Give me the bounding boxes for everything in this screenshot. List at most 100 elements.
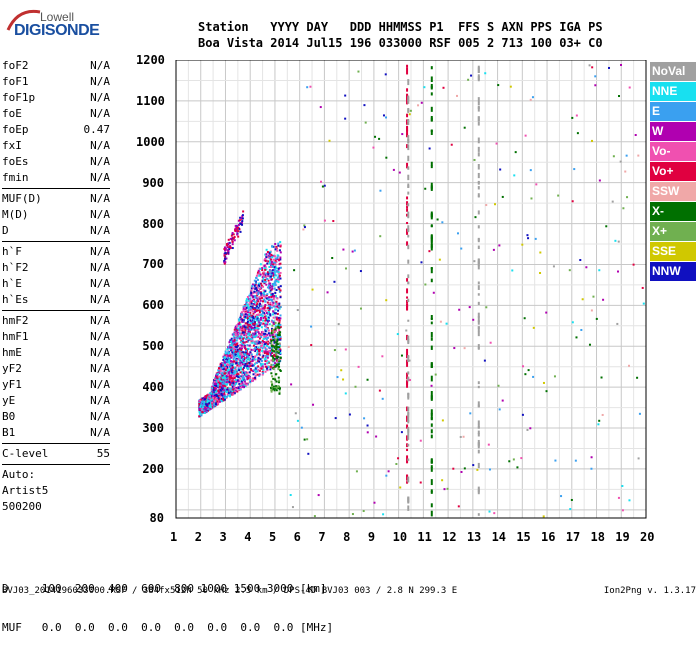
echo-point — [263, 333, 266, 336]
echo-point — [241, 214, 244, 217]
echo-point — [430, 375, 433, 382]
param-row: fmin N/A — [2, 170, 110, 186]
echo-point — [270, 372, 273, 375]
echo-point — [229, 246, 232, 249]
echo-point — [406, 205, 409, 209]
legend-item: Vo+ — [650, 162, 696, 181]
echo-point — [243, 325, 246, 328]
echo-point — [275, 350, 278, 353]
echo-point — [279, 369, 282, 372]
param-name: hmF2 — [2, 314, 29, 327]
echo-point — [258, 332, 261, 335]
echo-point — [235, 228, 238, 231]
echo-point — [254, 295, 257, 298]
echo-point — [246, 336, 249, 339]
echo-point — [328, 139, 331, 142]
echo-point — [261, 333, 264, 336]
echo-point — [261, 342, 264, 345]
echo-point — [254, 362, 257, 365]
echo-point — [266, 320, 269, 323]
echo-point — [217, 379, 220, 382]
echo-point — [406, 459, 409, 463]
echo-point — [248, 323, 251, 326]
echo-point — [237, 380, 240, 383]
echo-point — [312, 403, 315, 406]
echo-point — [245, 340, 248, 343]
echo-point — [272, 377, 275, 380]
echo-point — [231, 233, 234, 236]
echo-point — [590, 309, 593, 312]
echo-point — [450, 143, 453, 146]
echo-point — [232, 340, 235, 343]
echo-point — [300, 426, 303, 429]
echo-point — [252, 287, 255, 290]
echo-point — [406, 278, 409, 282]
echo-point — [248, 294, 251, 297]
echo-point — [271, 355, 274, 358]
echo-point — [266, 345, 269, 348]
legend: NoVal NNE E W Vo- Vo+ SSW X- X+ SSE NNW — [650, 62, 696, 282]
echo-point — [258, 272, 261, 275]
echo-point — [477, 238, 480, 241]
echo-point — [250, 294, 253, 297]
echo-point — [256, 309, 259, 312]
echo-point — [237, 226, 240, 229]
echo-point — [246, 352, 249, 355]
echo-point — [229, 346, 232, 349]
echo-point — [477, 293, 480, 296]
echo-point — [239, 386, 242, 389]
echo-point — [218, 391, 221, 394]
echo-point — [271, 270, 274, 273]
echo-point — [227, 379, 230, 382]
echo-point — [270, 332, 273, 335]
echo-point — [275, 308, 278, 311]
echo-point — [232, 377, 235, 380]
echo-point — [222, 364, 225, 367]
echo-point — [263, 335, 266, 338]
echo-point — [258, 309, 261, 312]
echo-point — [637, 457, 640, 460]
echo-point — [406, 98, 409, 105]
echo-point — [542, 515, 545, 518]
echo-point — [200, 414, 203, 417]
echo-point — [230, 381, 233, 384]
echo-point — [223, 262, 226, 265]
echo-point — [255, 310, 258, 313]
y-tick-label: 900 — [142, 175, 164, 190]
echo-point — [255, 330, 258, 333]
echo-point — [242, 386, 245, 389]
echo-point — [250, 326, 253, 329]
parameter-table: foF2 N/A foF1 N/A foF1p N/A foE N/A foEp 0.47 fxI N… — [2, 58, 110, 515]
echo-point — [255, 329, 258, 332]
legend-item: SSE — [650, 242, 696, 261]
echo-point — [484, 72, 487, 75]
echo-point — [430, 117, 433, 122]
echo-point — [264, 360, 267, 363]
echo-point — [230, 340, 233, 343]
param-value: N/A — [90, 394, 110, 407]
echo-point — [477, 180, 480, 184]
echo-point — [568, 269, 571, 272]
echo-point — [248, 331, 251, 334]
echo-point — [231, 390, 234, 393]
echo-point — [254, 350, 257, 353]
echo-point — [236, 344, 239, 347]
echo-point — [270, 278, 273, 281]
echo-point — [228, 341, 231, 344]
echo-point — [271, 265, 274, 268]
echo-point — [398, 171, 401, 174]
echo-point — [263, 306, 266, 309]
x-tick-label: 9 — [367, 530, 376, 544]
echo-point — [407, 339, 410, 345]
echo-point — [434, 373, 437, 376]
echo-point — [221, 397, 224, 400]
echo-point — [542, 381, 545, 384]
echo-point — [239, 361, 242, 364]
echo-point — [278, 305, 281, 308]
echo-point — [258, 274, 261, 277]
echo-point — [222, 366, 225, 369]
echo-point — [253, 298, 256, 301]
echo-point — [419, 439, 422, 442]
echo-point — [252, 355, 255, 358]
echo-point — [262, 332, 265, 335]
